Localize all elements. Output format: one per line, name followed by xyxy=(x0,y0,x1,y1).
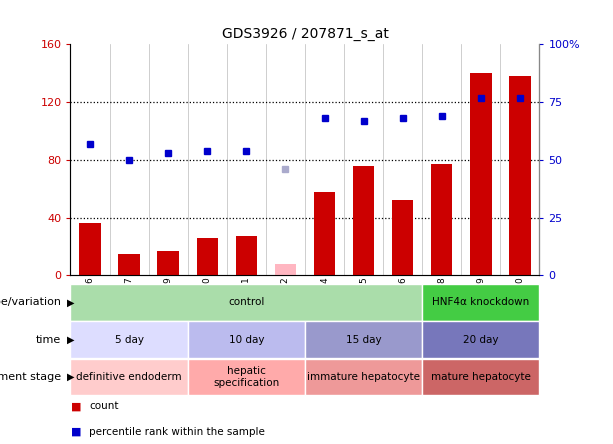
Text: percentile rank within the sample: percentile rank within the sample xyxy=(89,427,265,437)
Bar xyxy=(197,238,218,275)
Text: ▶: ▶ xyxy=(67,372,75,382)
Text: definitive endoderm: definitive endoderm xyxy=(76,372,182,382)
Bar xyxy=(188,321,305,358)
Bar xyxy=(118,254,140,275)
Bar xyxy=(392,200,413,275)
Text: ▶: ▶ xyxy=(67,297,75,307)
Bar xyxy=(70,284,422,321)
Bar xyxy=(422,359,539,395)
Text: 15 day: 15 day xyxy=(346,335,381,345)
Bar xyxy=(70,321,188,358)
Text: genotype/variation: genotype/variation xyxy=(0,297,61,307)
Bar xyxy=(431,164,452,275)
Text: ■: ■ xyxy=(70,427,81,437)
Bar xyxy=(422,284,539,321)
Text: 5 day: 5 day xyxy=(115,335,143,345)
Bar xyxy=(275,264,296,275)
Text: control: control xyxy=(228,297,265,307)
Text: development stage: development stage xyxy=(0,372,61,382)
Bar xyxy=(188,359,305,395)
Bar xyxy=(422,321,539,358)
Bar xyxy=(305,321,422,358)
Text: 10 day: 10 day xyxy=(229,335,264,345)
Title: GDS3926 / 207871_s_at: GDS3926 / 207871_s_at xyxy=(221,27,389,40)
Text: count: count xyxy=(89,401,118,411)
Text: ■: ■ xyxy=(70,401,81,411)
Bar xyxy=(353,166,375,275)
Bar xyxy=(314,192,335,275)
Text: 20 day: 20 day xyxy=(463,335,498,345)
Bar xyxy=(509,76,531,275)
Text: hepatic
specification: hepatic specification xyxy=(213,366,280,388)
Bar xyxy=(79,223,101,275)
Bar xyxy=(158,251,179,275)
Bar xyxy=(235,236,257,275)
Text: ▶: ▶ xyxy=(67,335,75,345)
Bar xyxy=(470,73,492,275)
Text: time: time xyxy=(36,335,61,345)
Text: immature hepatocyte: immature hepatocyte xyxy=(307,372,420,382)
Bar xyxy=(305,359,422,395)
Text: HNF4α knockdown: HNF4α knockdown xyxy=(432,297,530,307)
Bar xyxy=(70,359,188,395)
Text: mature hepatocyte: mature hepatocyte xyxy=(431,372,531,382)
